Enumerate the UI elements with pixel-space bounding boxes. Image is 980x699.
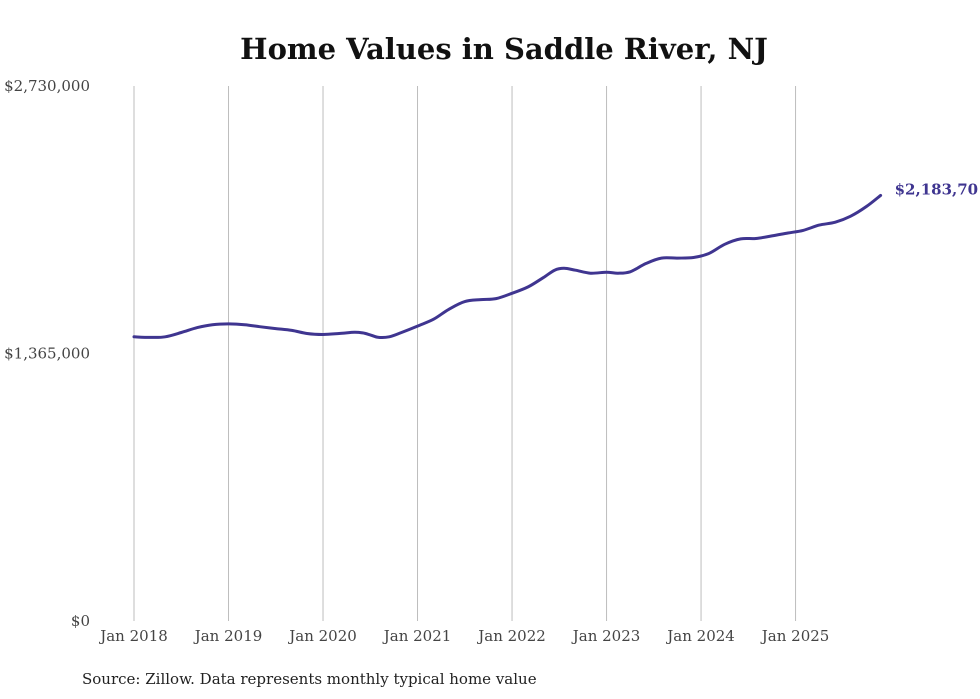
x-tick-label: Jan 2024: [665, 627, 735, 645]
x-tick-label: Jan 2021: [382, 627, 452, 645]
y-tick-label: $0: [71, 612, 90, 630]
x-tick-label: Jan 2023: [571, 627, 641, 645]
x-axis-ticks: Jan 2018 Jan 2019 Jan 2020 Jan 2021 Jan 2022…: [98, 627, 829, 645]
x-tick-label: Jan 2022: [476, 627, 546, 645]
x-tick-label: Jan 2025: [760, 627, 830, 645]
series-end-label: $2,183,70: [895, 180, 979, 198]
series-group: $2,183,70: [132, 180, 979, 339]
x-tick-label: Jan 2019: [193, 627, 263, 645]
y-tick-label: $2,730,000: [4, 77, 90, 95]
chart-title: Home Values in Saddle River, NJ: [240, 32, 768, 66]
y-axis-ticks: $0 $1,365,000 $2,730,000: [4, 77, 90, 630]
x-tick-label: Jan 2020: [287, 627, 357, 645]
x-tick-label: Jan 2018: [98, 627, 168, 645]
series-line: [132, 193, 883, 339]
y-tick-label: $1,365,000: [4, 345, 90, 363]
source-note: Source: Zillow. Data represents monthly …: [82, 670, 537, 688]
gridlines: [133, 86, 797, 621]
